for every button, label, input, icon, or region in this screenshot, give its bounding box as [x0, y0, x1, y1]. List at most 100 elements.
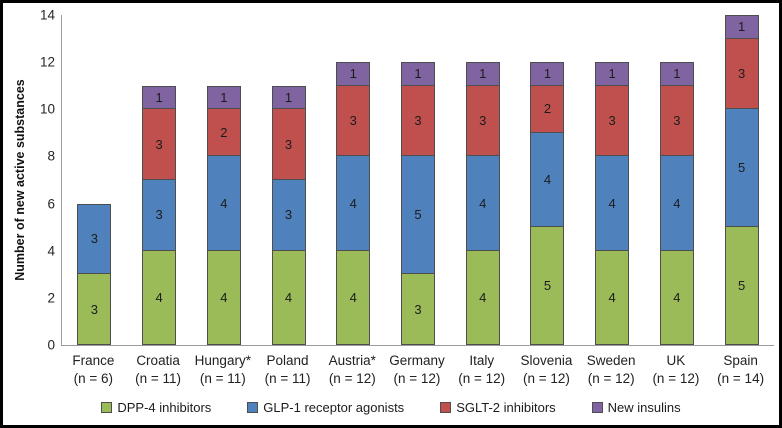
legend-swatch-icon — [591, 402, 603, 413]
y-tick-label: 10 — [39, 101, 55, 117]
country-n-count: (n = 12) — [328, 370, 376, 386]
country-n-count: (n = 12) — [393, 370, 441, 386]
bar-segment: 4 — [465, 156, 500, 251]
bar-segment: 3 — [400, 85, 435, 157]
country-n-count: (n = 12) — [458, 370, 506, 386]
bar-segment: 1 — [659, 62, 694, 86]
bar-segment: 3 — [77, 203, 112, 275]
bar-segment: 4 — [530, 132, 565, 228]
bar-segment: 4 — [206, 156, 241, 251]
x-category-label: UK (n = 12) — [644, 352, 709, 388]
bar-segment: 3 — [271, 180, 306, 251]
bar-segment: 1 — [271, 85, 306, 110]
bar-segment: 3 — [595, 85, 630, 157]
x-category-label: Croatia (n = 11) — [126, 352, 191, 388]
bar-segment: 2 — [530, 85, 565, 133]
country-name: Poland — [266, 353, 309, 368]
country-n-count: (n = 6) — [73, 370, 114, 386]
bar-segment: 4 — [465, 250, 500, 345]
country-name: Austria* — [328, 353, 376, 368]
bar-segment: 4 — [142, 250, 177, 345]
country-n-count: (n = 14) — [717, 370, 765, 386]
bar-segment: 3 — [724, 38, 759, 110]
bar-segment: 1 — [530, 62, 565, 86]
bar-segment: 3 — [142, 109, 177, 181]
x-category-label: Sweden (n = 12) — [579, 352, 644, 388]
bar-segment: 3 — [465, 85, 500, 157]
country-name: Sweden — [586, 353, 636, 368]
bar-segment: 3 — [336, 85, 371, 157]
bar-segment: 4 — [659, 156, 694, 251]
x-category-label: Austria* (n = 12) — [320, 352, 385, 388]
bar-segment: 5 — [724, 227, 759, 345]
bar-segment: 4 — [595, 250, 630, 345]
legend-item: DPP-4 inhibitors — [101, 400, 211, 415]
x-category-label: Slovenia (n = 12) — [514, 352, 579, 388]
bar-segment: 3 — [142, 180, 177, 251]
country-n-count: (n = 12) — [587, 370, 635, 386]
bar-segment: 4 — [595, 156, 630, 251]
y-tick-label: 0 — [47, 337, 55, 353]
legend-swatch-icon — [440, 402, 452, 413]
bar-segment: 3 — [271, 109, 306, 181]
country-name: Italy — [469, 353, 495, 368]
x-category-label: Poland (n = 11) — [255, 352, 320, 388]
bar-segment: 1 — [595, 62, 630, 86]
bar-segment: 1 — [724, 15, 759, 39]
legend-label: GLP-1 receptor agonists — [263, 400, 405, 415]
legend-item: GLP-1 receptor agonists — [247, 400, 404, 415]
y-tick-label: 4 — [47, 243, 55, 259]
country-name: Hungary* — [194, 353, 251, 368]
y-tick-label: 2 — [47, 290, 55, 306]
legend-item: SGLT-2 inhibitors — [440, 400, 556, 415]
x-category-label: Germany (n = 12) — [385, 352, 450, 388]
legend-label: New insulins — [607, 400, 681, 415]
country-name: Spain — [723, 353, 758, 368]
country-name: UK — [666, 353, 686, 368]
legend: DPP-4 inhibitors GLP-1 receptor agonists S… — [3, 400, 779, 415]
bar-segment: 5 — [530, 227, 565, 345]
country-n-count: (n = 12) — [522, 370, 570, 386]
x-category-label: Hungary* (n = 11) — [190, 352, 255, 388]
bar-segment: 2 — [206, 109, 241, 157]
x-category-label: Italy (n = 12) — [449, 352, 514, 388]
legend-item: New insulins — [591, 400, 681, 415]
bar-segment: 1 — [336, 62, 371, 86]
country-name: Slovenia — [520, 353, 573, 368]
legend-label: DPP-4 inhibitors — [117, 400, 212, 415]
x-category-label: Spain (n = 14) — [708, 352, 773, 388]
bar-segment: 1 — [142, 85, 177, 110]
bar-segment: 1 — [206, 85, 241, 110]
bar-segment: 4 — [336, 156, 371, 251]
y-tick-label: 12 — [39, 54, 55, 70]
bar-segment: 3 — [400, 274, 435, 345]
legend-swatch-icon — [101, 402, 113, 413]
country-n-count: (n = 11) — [264, 370, 311, 386]
y-tick-label: 6 — [47, 196, 55, 212]
x-category-label: France (n = 6) — [61, 352, 126, 388]
bar-segment: 5 — [400, 156, 435, 275]
bar-segment: 3 — [77, 274, 112, 345]
bar-segment: 1 — [400, 62, 435, 86]
